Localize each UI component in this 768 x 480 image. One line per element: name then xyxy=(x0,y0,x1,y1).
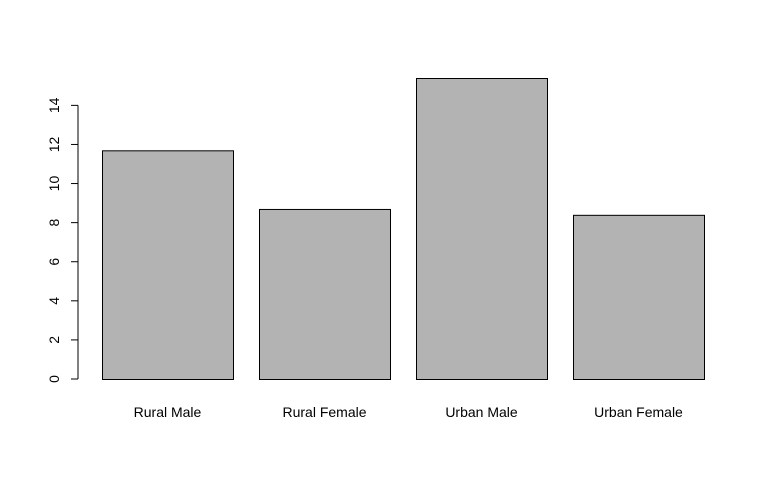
y-tick-label: 2 xyxy=(46,336,62,344)
bar xyxy=(259,208,391,380)
y-tick-label: 8 xyxy=(46,219,62,227)
bar xyxy=(573,214,705,380)
y-axis: 0 2 4 6 8 10 12 14 xyxy=(46,97,79,383)
y-tick-label: 12 xyxy=(46,136,62,152)
y-tick-label: 10 xyxy=(46,176,62,192)
x-category-label: Rural Female xyxy=(282,404,366,420)
y-tick-label: 0 xyxy=(46,375,62,383)
x-category-label: Urban Female xyxy=(594,404,683,420)
bars-group xyxy=(102,78,705,380)
y-tick-label: 6 xyxy=(46,258,62,266)
y-tick-label: 4 xyxy=(46,297,62,305)
x-category-label: Urban Male xyxy=(445,404,518,420)
y-tick-label: 14 xyxy=(46,97,62,113)
bar xyxy=(416,78,548,380)
bar xyxy=(102,150,234,380)
x-axis-labels: Rural Male Rural Female Urban Male Urban Fe… xyxy=(134,404,683,420)
x-category-label: Rural Male xyxy=(134,404,202,420)
